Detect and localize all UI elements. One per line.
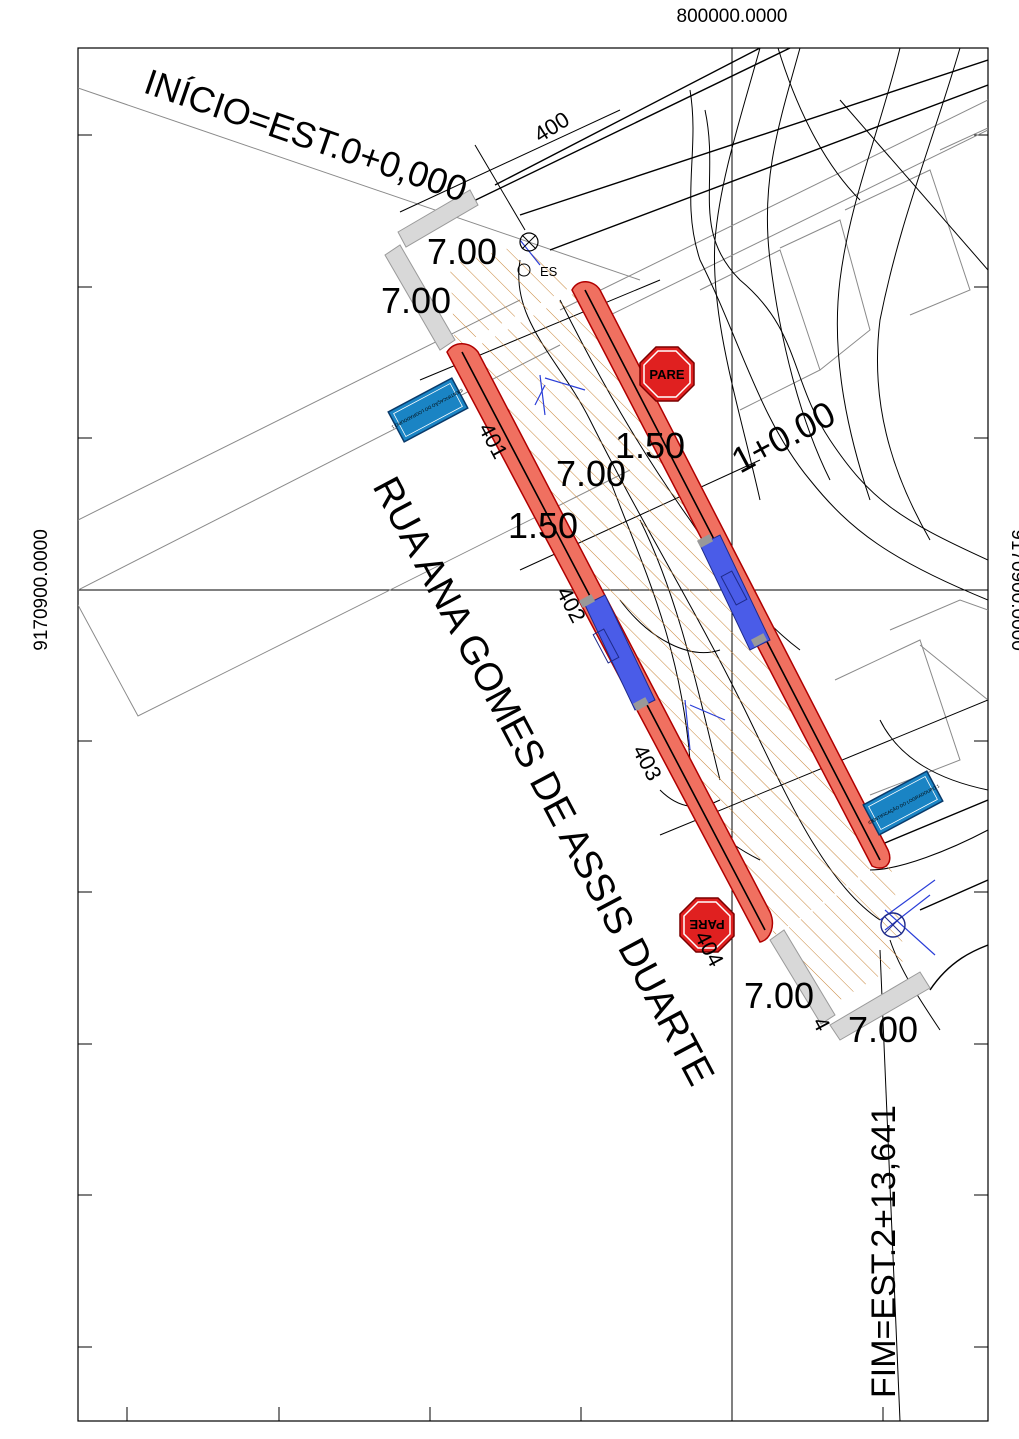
street-id-plate-left: IDENTIFICAÇÃO DO LOGRADOURO 1	[387, 377, 469, 443]
road-surface-top	[450, 245, 575, 350]
frame-ticks	[78, 134, 988, 1421]
gray-blocks	[384, 189, 931, 1041]
northing-label: 9170900.0000	[31, 529, 52, 651]
road-edge-lines	[454, 48, 988, 991]
start-station-label: INÍCIO=EST.0+0,000	[139, 61, 472, 210]
road-surface	[470, 290, 890, 935]
svg-text:PARE: PARE	[649, 367, 684, 382]
blue-markers	[519, 239, 936, 956]
northing-label-right: 9170900.0000	[1007, 529, 1019, 651]
end-station-label: FIM=EST.2+13,641	[865, 1105, 903, 1398]
dim-bottom-width: 7.00	[744, 975, 814, 1016]
dim-lane-width: 7.00	[556, 453, 626, 494]
crosswalk-right	[696, 534, 771, 651]
marker-es-label: ES	[540, 264, 558, 279]
survey-marker-bottom	[880, 912, 906, 938]
svg-text:PARE: PARE	[689, 917, 724, 932]
dim-bottom-side: 7.00	[848, 1009, 918, 1050]
survey-marker-top	[517, 232, 539, 277]
dim-sidewalk-bottom: 1.50	[508, 505, 578, 546]
stop-sign-top: PARE	[639, 346, 695, 402]
easting-label: 800000.0000	[677, 6, 788, 27]
dim-top-width: 7.00	[427, 231, 497, 272]
dim-top-side: 7.00	[381, 280, 451, 321]
dim-sidewalk-top: 1.50	[615, 425, 685, 466]
crosswalk-left	[578, 594, 656, 711]
stop-sign-bottom: PARE	[679, 897, 735, 953]
map-frame	[77, 47, 989, 1422]
contour-label-400: 400	[529, 107, 573, 148]
